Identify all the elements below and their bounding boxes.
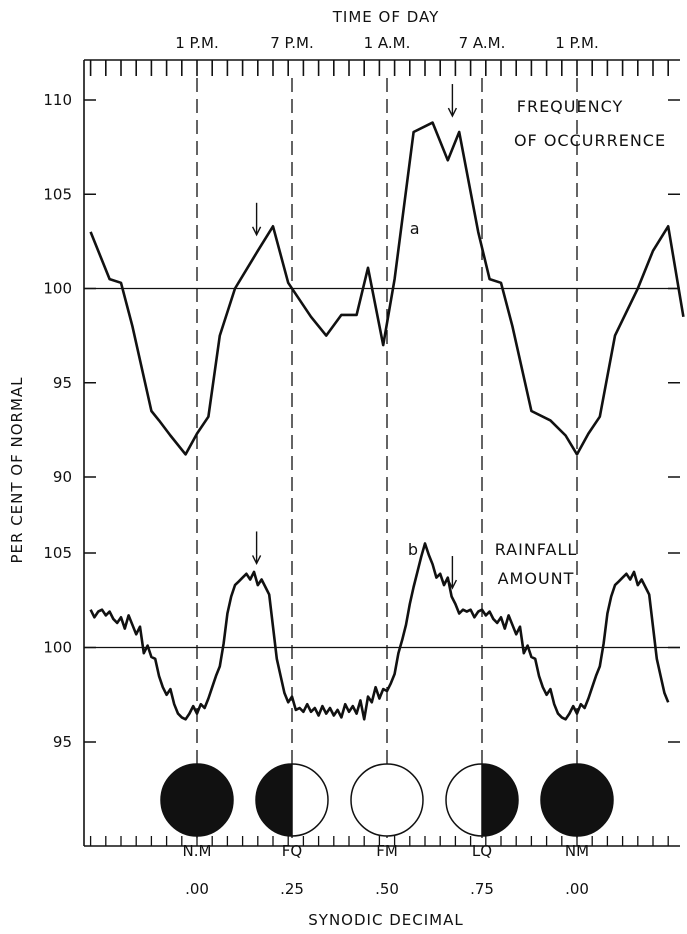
y-axis-title: PER CENT OF NORMAL [8, 376, 26, 563]
panel-title-a-0: FREQUENCY [517, 97, 623, 116]
y-tick-label-a-110: 110 [43, 91, 72, 109]
y-tick-label-a-90: 90 [53, 468, 72, 486]
x-tick-label-4: .00 [565, 880, 589, 898]
y-tick-label-a-105: 105 [43, 185, 72, 203]
top-tick-label-1: 7 P.M. [270, 34, 314, 52]
top-tick-label-0: 1 P.M. [175, 34, 219, 52]
y-tick-label-b-105: 105 [43, 544, 72, 562]
plot-area: 1 P.M. 7 P.M. 1 A.M. 7 A.M. 1 P.M. .00 .25 .50.… [43, 34, 685, 898]
moon-phase-0: N.M [160, 763, 234, 860]
y-tick-label-b-95: 95 [53, 733, 72, 751]
y-tick-label-b-100: 100 [43, 639, 72, 657]
series-line-b [89, 542, 670, 721]
moon-disc [160, 763, 234, 837]
x-axis-title: SYNODIC DECIMAL [308, 911, 463, 929]
x-tick-label-2: .50 [375, 880, 399, 898]
x-tick-label-3: .75 [470, 880, 494, 898]
moon-phase-label-0: N.M [183, 842, 212, 860]
panel-letter-b: b [408, 540, 419, 559]
arrow-head-a-1 [447, 107, 458, 118]
top-tick-label-2: 1 A.M. [364, 34, 411, 52]
panel-letter-a: a [410, 219, 421, 238]
moon-phase-label-4: NM [565, 842, 589, 860]
moon-phase-label-1: FQ [282, 842, 302, 860]
top-tick-label-4: 1 P.M. [555, 34, 599, 52]
moon-phase-3: LQ [445, 763, 519, 860]
x-tick-label-0: .00 [185, 880, 209, 898]
top-tick-label-3: 7 A.M. [459, 34, 506, 52]
y-tick-label-a-100: 100 [43, 280, 72, 298]
moon-phase-1: FQ [255, 763, 329, 860]
moon-phase-label-2: FM [376, 842, 398, 860]
moon-phase-2: FM [350, 763, 424, 860]
panel-title-b-1: AMOUNT [498, 569, 575, 588]
arrow-head-a-0 [251, 226, 262, 237]
arrow-head-b-0 [251, 555, 262, 566]
moon-disc [540, 763, 614, 837]
moon-phase-4: NM [540, 763, 614, 860]
moon-shadow [482, 764, 518, 836]
panel-title-a-1: OF OCCURRENCE [514, 131, 666, 150]
arrow-head-b-1 [447, 579, 458, 590]
y-tick-label-a-95: 95 [53, 374, 72, 392]
moon-disc [350, 763, 424, 837]
top-axis-title: TIME OF DAY [332, 8, 440, 26]
moon-phase-label-3: LQ [472, 842, 492, 860]
series-line-a [89, 121, 685, 456]
panel-title-b-0: RAINFALL [495, 540, 578, 559]
moon-shadow [256, 764, 292, 836]
x-tick-label-1: .25 [280, 880, 304, 898]
